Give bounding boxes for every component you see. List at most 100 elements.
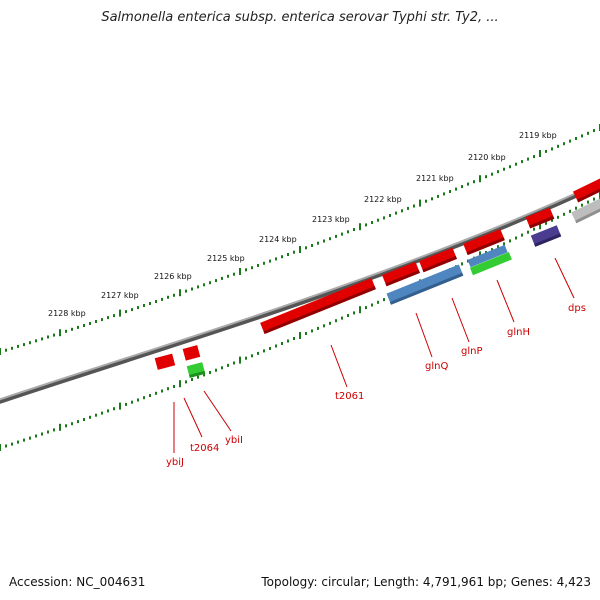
tick-mark: [503, 242, 505, 246]
tick-mark: [155, 391, 157, 395]
tick-mark: [0, 348, 1, 355]
tick-mark: [557, 215, 559, 219]
tick-mark: [287, 253, 289, 256]
tick-mark: [185, 289, 187, 293]
tick-mark: [461, 185, 463, 189]
tick-mark: [29, 436, 31, 440]
tick-mark: [89, 322, 91, 325]
tick-mark: [11, 346, 13, 350]
scale-tick-ring: [0, 124, 600, 355]
tick-mark: [41, 337, 43, 341]
tick-mark: [203, 283, 205, 287]
tick-mark: [215, 368, 217, 372]
tick-mark: [383, 216, 385, 220]
tick-mark: [437, 194, 439, 198]
tick-label: 2125 kbp: [207, 254, 245, 263]
tick-mark: [185, 380, 187, 384]
genome-backbone-highlight: [0, 181, 600, 401]
tick-mark: [65, 329, 67, 333]
tick-mark: [257, 264, 259, 267]
tick-mark: [425, 199, 427, 203]
tick-mark: [197, 285, 199, 289]
tick-mark: [371, 221, 373, 224]
tick-mark: [101, 318, 103, 322]
tick-mark: [119, 309, 121, 317]
tick-mark: [329, 237, 331, 241]
tick-mark: [407, 206, 409, 210]
tick-mark: [539, 222, 541, 230]
tick-mark: [473, 180, 475, 184]
tick-mark: [551, 147, 553, 151]
gene-purple-feature: [530, 225, 562, 247]
tick-mark: [89, 415, 91, 419]
tick-mark: [95, 320, 97, 323]
tick-mark: [239, 356, 241, 364]
tick-mark: [95, 413, 97, 417]
tick-mark: [233, 272, 235, 276]
tick-mark: [293, 250, 295, 254]
tick-mark: [263, 261, 265, 265]
scale-labels: 2119 kbp 2120 kbp 2121 kbp 2122 kbp 2123…: [48, 131, 557, 318]
gene-label-glnH: glnH: [507, 327, 530, 338]
tick-mark: [77, 325, 79, 329]
tick-mark: [113, 407, 115, 411]
tick-mark: [29, 341, 31, 345]
tick-mark: [341, 316, 343, 320]
tick-mark: [335, 319, 337, 323]
tick-mark: [233, 361, 235, 365]
tick-mark: [269, 347, 271, 350]
tick-mark: [47, 335, 49, 339]
tick-mark: [221, 276, 223, 280]
gene-labels: dps glnH glnP glnQ t2061 ybiI t2064 ybiJ: [166, 303, 586, 468]
tick-mark: [497, 170, 499, 174]
gene-label-glnP: glnP: [461, 346, 483, 357]
tick-label: 2119 kbp: [519, 131, 557, 140]
tick-mark: [263, 349, 265, 353]
tick-mark: [0, 444, 1, 451]
tick-mark: [521, 160, 523, 164]
tick-mark: [179, 380, 181, 388]
tick-mark: [107, 316, 109, 320]
tick-mark: [533, 227, 535, 231]
tick-mark: [65, 424, 67, 428]
topology-text: Topology: circular; Length: 4,791,961 bp…: [261, 575, 591, 589]
tick-mark: [545, 149, 547, 153]
tick-mark: [5, 444, 7, 448]
tick-mark: [173, 385, 175, 388]
tick-mark: [281, 342, 283, 345]
tick-mark: [467, 182, 469, 186]
gene-glnP-red: [419, 247, 457, 273]
tick-mark: [71, 422, 73, 426]
tick-mark: [311, 329, 313, 333]
tick-mark: [521, 233, 523, 237]
tick-mark: [5, 348, 7, 352]
tick-mark: [539, 150, 541, 157]
tick-mark: [137, 306, 139, 310]
tick-label: 2121 kbp: [416, 174, 454, 183]
tick-mark: [587, 131, 589, 135]
gene-dps: [525, 207, 555, 229]
tick-mark: [167, 387, 169, 391]
tick-label: 2122 kbp: [364, 195, 402, 204]
tick-mark: [371, 303, 373, 307]
tick-mark: [59, 329, 61, 337]
tick-mark: [383, 298, 385, 302]
tick-mark: [113, 314, 115, 318]
tick-mark: [419, 199, 421, 207]
tick-label: 2126 kbp: [154, 272, 192, 281]
gene-leader-lines: [173, 257, 575, 453]
gene-glnH-red: [463, 228, 505, 256]
tick-mark: [47, 430, 49, 434]
tick-mark: [11, 442, 13, 446]
tick-mark: [575, 137, 577, 140]
tick-mark: [563, 142, 565, 146]
tick-mark: [563, 212, 565, 216]
gene-features: [154, 176, 600, 378]
tick-mark: [515, 162, 517, 166]
tick-mark: [329, 321, 331, 325]
tick-mark: [347, 230, 349, 234]
tick-mark: [53, 333, 55, 337]
tick-mark: [485, 175, 487, 179]
tick-mark: [107, 409, 109, 413]
